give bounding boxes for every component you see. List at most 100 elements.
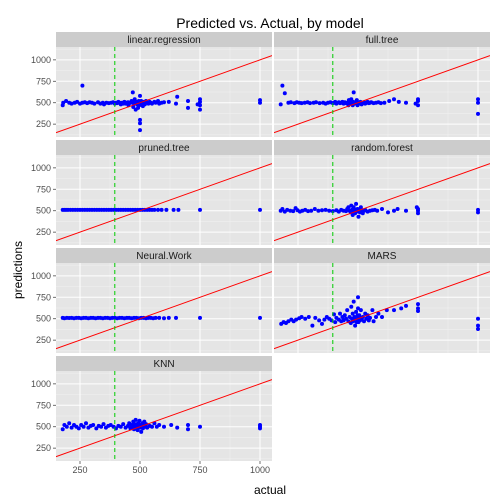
data-point (343, 313, 347, 317)
data-point (309, 209, 313, 213)
data-point (404, 304, 408, 308)
facet-strip-label: full.tree (366, 35, 399, 46)
data-point (368, 316, 372, 320)
data-point (303, 317, 307, 321)
data-point (476, 97, 480, 101)
data-point (320, 208, 324, 212)
x-tick-label: 750 (192, 465, 207, 475)
data-point (382, 101, 386, 105)
data-point (307, 315, 311, 319)
data-point (174, 316, 178, 320)
facet-panel: KNN 250 500 750 1000 (31, 356, 272, 461)
data-point (164, 208, 168, 212)
data-point (162, 316, 166, 320)
data-point (320, 322, 324, 326)
data-point (392, 97, 396, 101)
data-point (416, 97, 420, 101)
data-point (308, 101, 312, 105)
facet-panel: MARS (274, 248, 490, 353)
facet-strip-label: KNN (153, 359, 174, 370)
data-point (121, 422, 125, 426)
data-point (102, 422, 106, 426)
data-point (167, 316, 171, 320)
y-tick-label: 500 (36, 98, 51, 108)
data-point (333, 320, 337, 324)
y-tick-label: 1000 (31, 379, 51, 389)
data-point (138, 121, 142, 125)
y-tick-label: 250 (36, 335, 51, 345)
y-tick-label: 750 (36, 76, 51, 86)
data-point (375, 209, 379, 213)
data-point (198, 208, 202, 212)
y-tick-label: 1000 (31, 271, 51, 281)
data-point (353, 324, 357, 328)
data-point (186, 106, 190, 110)
data-point (313, 316, 317, 320)
data-point (310, 324, 314, 328)
data-point (359, 308, 363, 312)
data-point (399, 306, 403, 310)
data-point (67, 421, 71, 425)
data-point (156, 208, 160, 212)
data-point (77, 426, 81, 430)
data-point (157, 423, 161, 427)
data-point (61, 427, 65, 431)
data-point (258, 423, 262, 427)
data-point (134, 418, 138, 422)
facet-panel: linear.regression 250 500 750 1000 (31, 32, 272, 137)
y-tick-label: 750 (36, 292, 51, 302)
data-point (150, 425, 154, 429)
facet-strip-label: linear.regression (127, 35, 200, 46)
data-point (258, 426, 262, 430)
y-tick-label: 1000 (31, 163, 51, 173)
data-point (380, 315, 384, 319)
data-point (186, 423, 190, 427)
data-point (162, 425, 166, 429)
data-point (160, 208, 164, 212)
facet-strip-label: random.forest (351, 143, 413, 154)
data-point (157, 316, 161, 320)
data-point (392, 308, 396, 312)
data-point (316, 209, 320, 213)
data-point (397, 100, 401, 104)
y-tick-label: 750 (36, 400, 51, 410)
data-point (318, 101, 322, 105)
facet-strip-label: Neural.Work (136, 251, 192, 262)
facet-panel: random.forest (274, 140, 490, 245)
data-point (416, 207, 420, 211)
data-point (289, 100, 293, 104)
facet-panel: full.tree (274, 32, 490, 137)
data-point (349, 305, 353, 309)
data-point (198, 108, 202, 112)
data-point (280, 84, 284, 88)
data-point (396, 207, 400, 211)
y-tick-label: 1000 (31, 55, 51, 65)
data-point (324, 208, 328, 212)
y-tick-label: 500 (36, 422, 51, 432)
data-point (198, 316, 202, 320)
data-point (172, 208, 176, 212)
facet-panel: Neural.Work2505007501000 (31, 248, 272, 353)
data-point (84, 421, 88, 425)
data-point (476, 112, 480, 116)
y-tick-label: 250 (36, 443, 51, 453)
x-tick-label: 250 (72, 465, 87, 475)
data-point (352, 300, 356, 304)
data-point (198, 425, 202, 429)
data-point (92, 102, 96, 106)
facet-panels: linear.regression 250 500 750 1000 full.tree p… (31, 32, 490, 475)
data-point (404, 209, 408, 213)
data-point (198, 97, 202, 101)
data-point (476, 101, 480, 105)
data-point (313, 207, 317, 211)
data-point (476, 317, 480, 321)
data-point (317, 318, 321, 322)
data-point (139, 430, 143, 434)
data-point (476, 327, 480, 331)
data-point (91, 423, 95, 427)
x-tick-label: 1000 (250, 465, 270, 475)
data-point (198, 103, 202, 107)
data-point (154, 316, 158, 320)
data-point (65, 425, 69, 429)
